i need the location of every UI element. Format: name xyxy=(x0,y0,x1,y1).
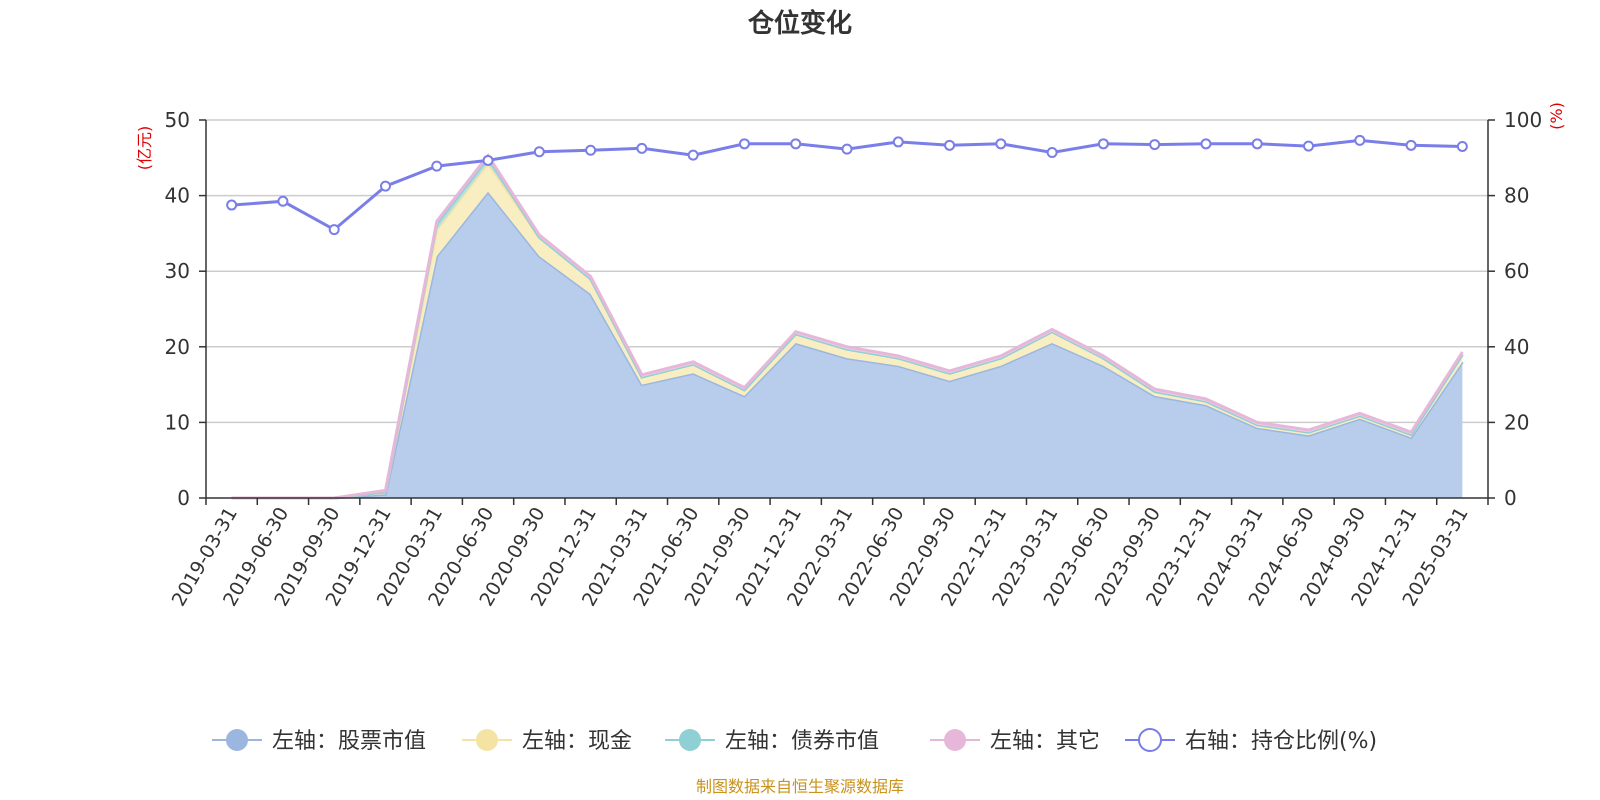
ratio-point xyxy=(687,149,699,161)
legend-marker xyxy=(944,729,966,751)
ratio-point xyxy=(995,138,1007,150)
ratio-point xyxy=(1097,138,1109,150)
ratio-point xyxy=(1046,147,1058,159)
ratio-point xyxy=(482,154,494,166)
legend-label: 左轴：现金 xyxy=(522,729,632,754)
ratio-point xyxy=(892,136,904,148)
ratio-point xyxy=(1456,140,1468,152)
right-axis-unit: (%) xyxy=(1547,102,1566,130)
ratio-point xyxy=(1354,134,1366,146)
right-axis-tick-label: 60 xyxy=(1504,259,1529,283)
ratio-point xyxy=(944,139,956,151)
area-series-2 xyxy=(231,163,1463,498)
area-line-series-4 xyxy=(231,152,1464,500)
ratio-point xyxy=(790,138,802,150)
ratio-point xyxy=(328,224,340,236)
right-axis-tick-label: 100 xyxy=(1504,108,1542,132)
ratio-point xyxy=(841,143,853,155)
legend-marker xyxy=(679,729,701,751)
right-axis-tick-label: 20 xyxy=(1504,410,1529,434)
ratio-point xyxy=(277,195,289,207)
legend-label: 左轴：债券市值 xyxy=(725,729,879,754)
chart-title: 仓位变化 xyxy=(747,8,852,39)
ratio-point xyxy=(1149,139,1161,151)
left-axis-tick-label: 50 xyxy=(165,108,190,132)
ratio-point xyxy=(533,146,545,158)
ratio-point xyxy=(738,138,750,150)
left-axis-tick-label: 20 xyxy=(165,335,190,359)
left-axis-unit: (亿元) xyxy=(135,126,154,171)
legend-marker xyxy=(1138,728,1162,752)
left-axis-tick-label: 10 xyxy=(165,410,190,434)
left-axis-tick-label: 0 xyxy=(177,486,190,510)
right-axis-tick-label: 40 xyxy=(1504,335,1529,359)
left-axis-tick-label: 30 xyxy=(165,259,190,283)
ratio-point xyxy=(585,144,597,156)
data-source-note: 制图数据来自恒生聚源数据库 xyxy=(696,777,904,796)
ratio-point xyxy=(1251,138,1263,150)
ratio-point xyxy=(1200,138,1212,150)
legend: 左轴：股票市值 左轴：现金 左轴：债券市值 左轴：其它 右轴：持仓比例(%) xyxy=(212,728,1377,754)
legend-label: 左轴：其它 xyxy=(990,729,1100,754)
ratio-point xyxy=(1405,139,1417,151)
ratio-point xyxy=(226,199,238,211)
area-series-1 xyxy=(231,191,1463,499)
legend-label: 左轴：股票市值 xyxy=(272,729,426,754)
ratio-point xyxy=(1303,140,1315,152)
right-axis-tick-label: 80 xyxy=(1504,184,1529,208)
legend-marker xyxy=(226,729,248,751)
legend-marker xyxy=(476,729,498,751)
ratio-line xyxy=(226,134,1468,236)
right-axis-tick-label: 0 xyxy=(1504,486,1517,510)
stacked-areas xyxy=(231,152,1464,500)
legend-label: 右轴：持仓比例(%) xyxy=(1185,729,1377,754)
ratio-point xyxy=(431,160,443,172)
ratio-point xyxy=(636,142,648,154)
ratio-point xyxy=(379,180,391,192)
left-axis-tick-label: 40 xyxy=(165,184,190,208)
